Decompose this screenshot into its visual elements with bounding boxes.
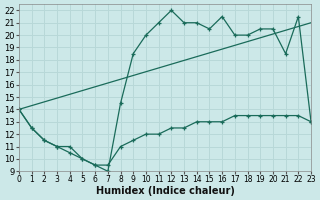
X-axis label: Humidex (Indice chaleur): Humidex (Indice chaleur) <box>96 186 235 196</box>
